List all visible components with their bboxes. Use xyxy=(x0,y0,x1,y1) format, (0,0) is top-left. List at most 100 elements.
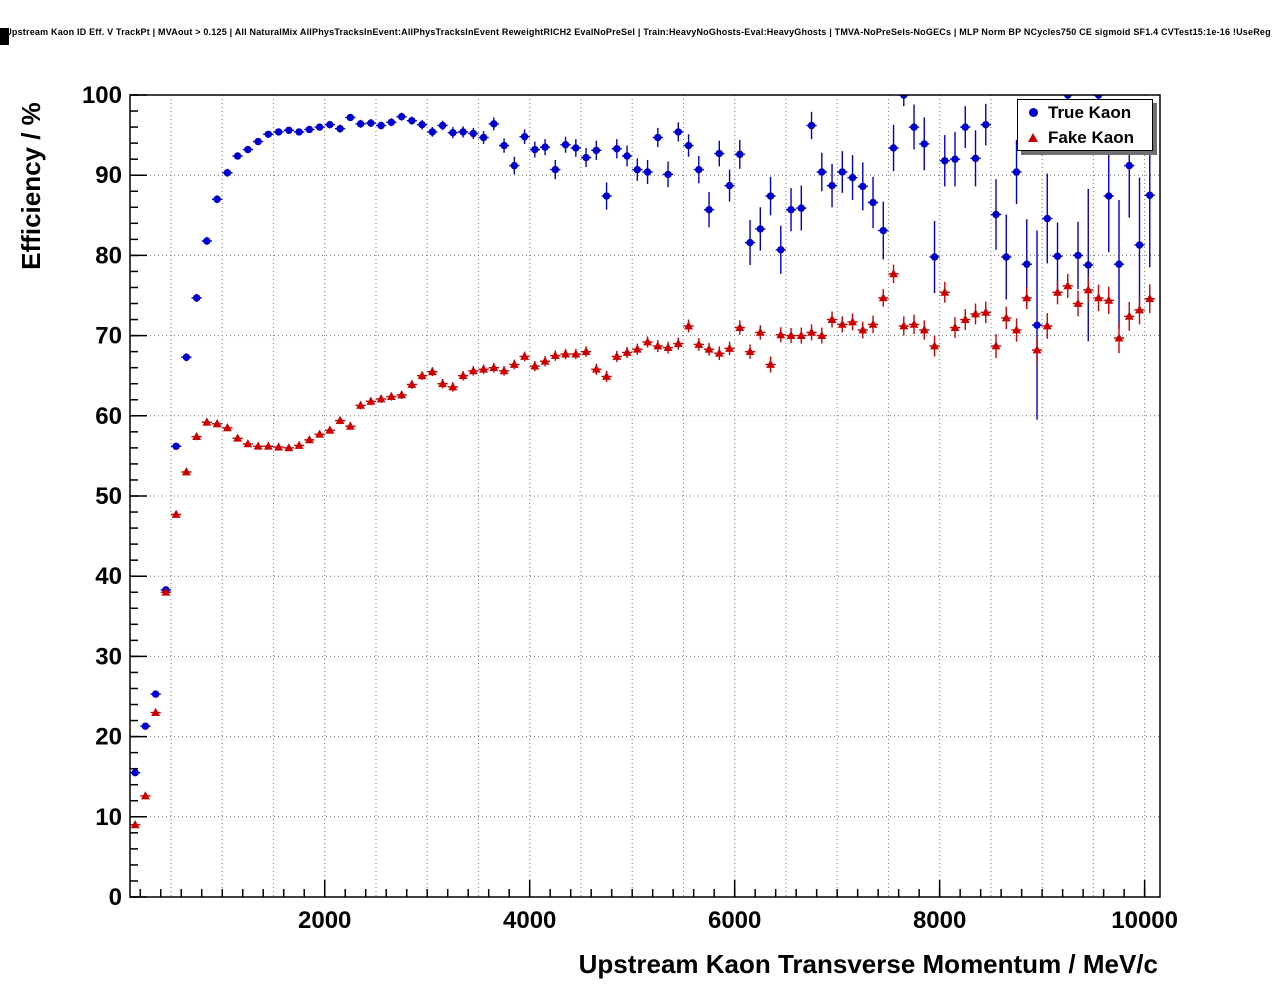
marker-fake-kaon xyxy=(755,327,765,336)
marker-true-kaon xyxy=(356,120,365,128)
marker-fake-kaon xyxy=(971,309,980,318)
marker-true-kaon xyxy=(705,205,713,214)
marker-true-kaon xyxy=(336,124,344,133)
marker-true-kaon xyxy=(1115,260,1123,268)
marker-fake-kaon xyxy=(356,400,365,409)
marker-fake-kaon xyxy=(796,330,806,339)
marker-fake-kaon xyxy=(325,425,335,434)
marker-true-kaon xyxy=(664,170,672,179)
y-tick-label: 10 xyxy=(95,804,122,831)
marker-fake-kaon xyxy=(1001,313,1011,322)
marker-true-kaon xyxy=(367,119,375,127)
marker-true-kaon xyxy=(1105,192,1113,200)
marker-fake-kaon xyxy=(848,317,857,326)
marker-fake-kaon xyxy=(253,441,263,450)
plot-title: Upstream Kaon ID Eff. V TrackPt | MVAout… xyxy=(5,27,1271,37)
marker-true-kaon xyxy=(1146,191,1154,199)
marker-fake-kaon xyxy=(612,351,622,360)
marker-fake-kaon xyxy=(807,327,816,336)
marker-true-kaon xyxy=(961,123,969,131)
x-tick-label: 4000 xyxy=(503,907,556,934)
marker-fake-kaon xyxy=(725,343,734,352)
marker-true-kaon xyxy=(746,238,754,247)
marker-fake-kaon xyxy=(735,322,745,331)
marker-fake-kaon xyxy=(786,330,796,339)
marker-true-kaon xyxy=(797,204,805,212)
y-tick-label: 90 xyxy=(95,162,122,189)
marker-true-kaon xyxy=(1012,168,1021,176)
marker-true-kaon xyxy=(377,121,385,130)
marker-fake-kaon xyxy=(427,366,437,376)
marker-fake-kaon xyxy=(294,440,304,449)
plot-frame xyxy=(129,94,1161,898)
marker-fake-kaon xyxy=(622,347,632,356)
marker-fake-kaon xyxy=(889,269,898,278)
marker-true-kaon xyxy=(971,154,980,163)
marker-true-kaon xyxy=(305,125,314,134)
marker-true-kaon xyxy=(756,225,764,233)
axis-tick-labels: 2000 4000 6000 8000 10000 0 10 20 30 40 50 60 70 80 90… xyxy=(82,82,1178,934)
marker-true-kaon xyxy=(695,165,703,174)
legend-entry-fake-kaon: Fake Kaon xyxy=(1018,126,1152,150)
marker-fake-kaon xyxy=(479,364,488,373)
data-series xyxy=(130,95,1155,829)
legend-label-true-kaon: True Kaon xyxy=(1048,102,1132,122)
marker-true-kaon xyxy=(213,195,221,203)
marker-true-kaon xyxy=(643,168,652,176)
marker-fake-kaon xyxy=(909,319,919,328)
marker-true-kaon xyxy=(449,128,457,137)
marker-fake-kaon xyxy=(530,361,540,370)
y-tick-label: 30 xyxy=(95,643,122,670)
legend-label-fake-kaon: Fake Kaon xyxy=(1048,127,1134,147)
marker-true-kaon xyxy=(787,205,795,214)
marker-fake-kaon xyxy=(407,379,417,388)
marker-true-kaon xyxy=(828,181,836,190)
marker-true-kaon xyxy=(428,128,437,136)
true-kaon-circle-icon xyxy=(1028,108,1038,117)
marker-fake-kaon xyxy=(366,396,376,405)
marker-true-kaon xyxy=(941,157,949,165)
marker-true-kaon xyxy=(510,161,519,170)
marker-true-kaon xyxy=(315,123,324,131)
marker-fake-kaon xyxy=(776,329,786,339)
fake-kaon-triangle-icon xyxy=(1028,133,1038,142)
marker-fake-kaon xyxy=(550,350,560,360)
marker-fake-kaon xyxy=(643,337,652,346)
marker-fake-kaon xyxy=(222,423,232,432)
marker-fake-kaon xyxy=(745,346,755,356)
marker-fake-kaon xyxy=(233,433,243,442)
marker-true-kaon xyxy=(654,133,662,142)
marker-true-kaon xyxy=(1023,260,1031,268)
marker-fake-kaon xyxy=(1022,293,1032,302)
marker-fake-kaon xyxy=(1012,325,1021,334)
marker-true-kaon xyxy=(951,155,959,163)
marker-fake-kaon xyxy=(263,441,273,450)
marker-fake-kaon xyxy=(509,359,519,368)
marker-true-kaon xyxy=(807,121,816,130)
marker-true-kaon xyxy=(582,153,590,162)
marker-fake-kaon xyxy=(591,364,601,373)
marker-fake-kaon xyxy=(376,394,386,403)
marker-fake-kaon xyxy=(684,321,693,330)
marker-fake-kaon xyxy=(397,390,406,399)
marker-fake-kaon xyxy=(315,429,325,438)
marker-fake-kaon xyxy=(561,349,570,358)
marker-fake-kaon xyxy=(438,378,447,388)
marker-fake-kaon xyxy=(663,342,673,352)
marker-true-kaon xyxy=(715,149,724,158)
marker-true-kaon xyxy=(387,118,396,126)
marker-fake-kaon xyxy=(694,339,704,348)
marker-true-kaon xyxy=(541,143,549,151)
marker-fake-kaon xyxy=(653,341,663,350)
marker-fake-kaon xyxy=(827,314,837,323)
marker-fake-kaon xyxy=(140,791,150,800)
marker-fake-kaon xyxy=(1032,345,1042,354)
marker-fake-kaon xyxy=(919,325,929,334)
marker-fake-kaon xyxy=(345,421,355,430)
marker-fake-kaon xyxy=(192,431,202,441)
marker-true-kaon xyxy=(848,173,857,182)
marker-true-kaon xyxy=(777,246,785,254)
marker-fake-kaon xyxy=(458,370,468,380)
